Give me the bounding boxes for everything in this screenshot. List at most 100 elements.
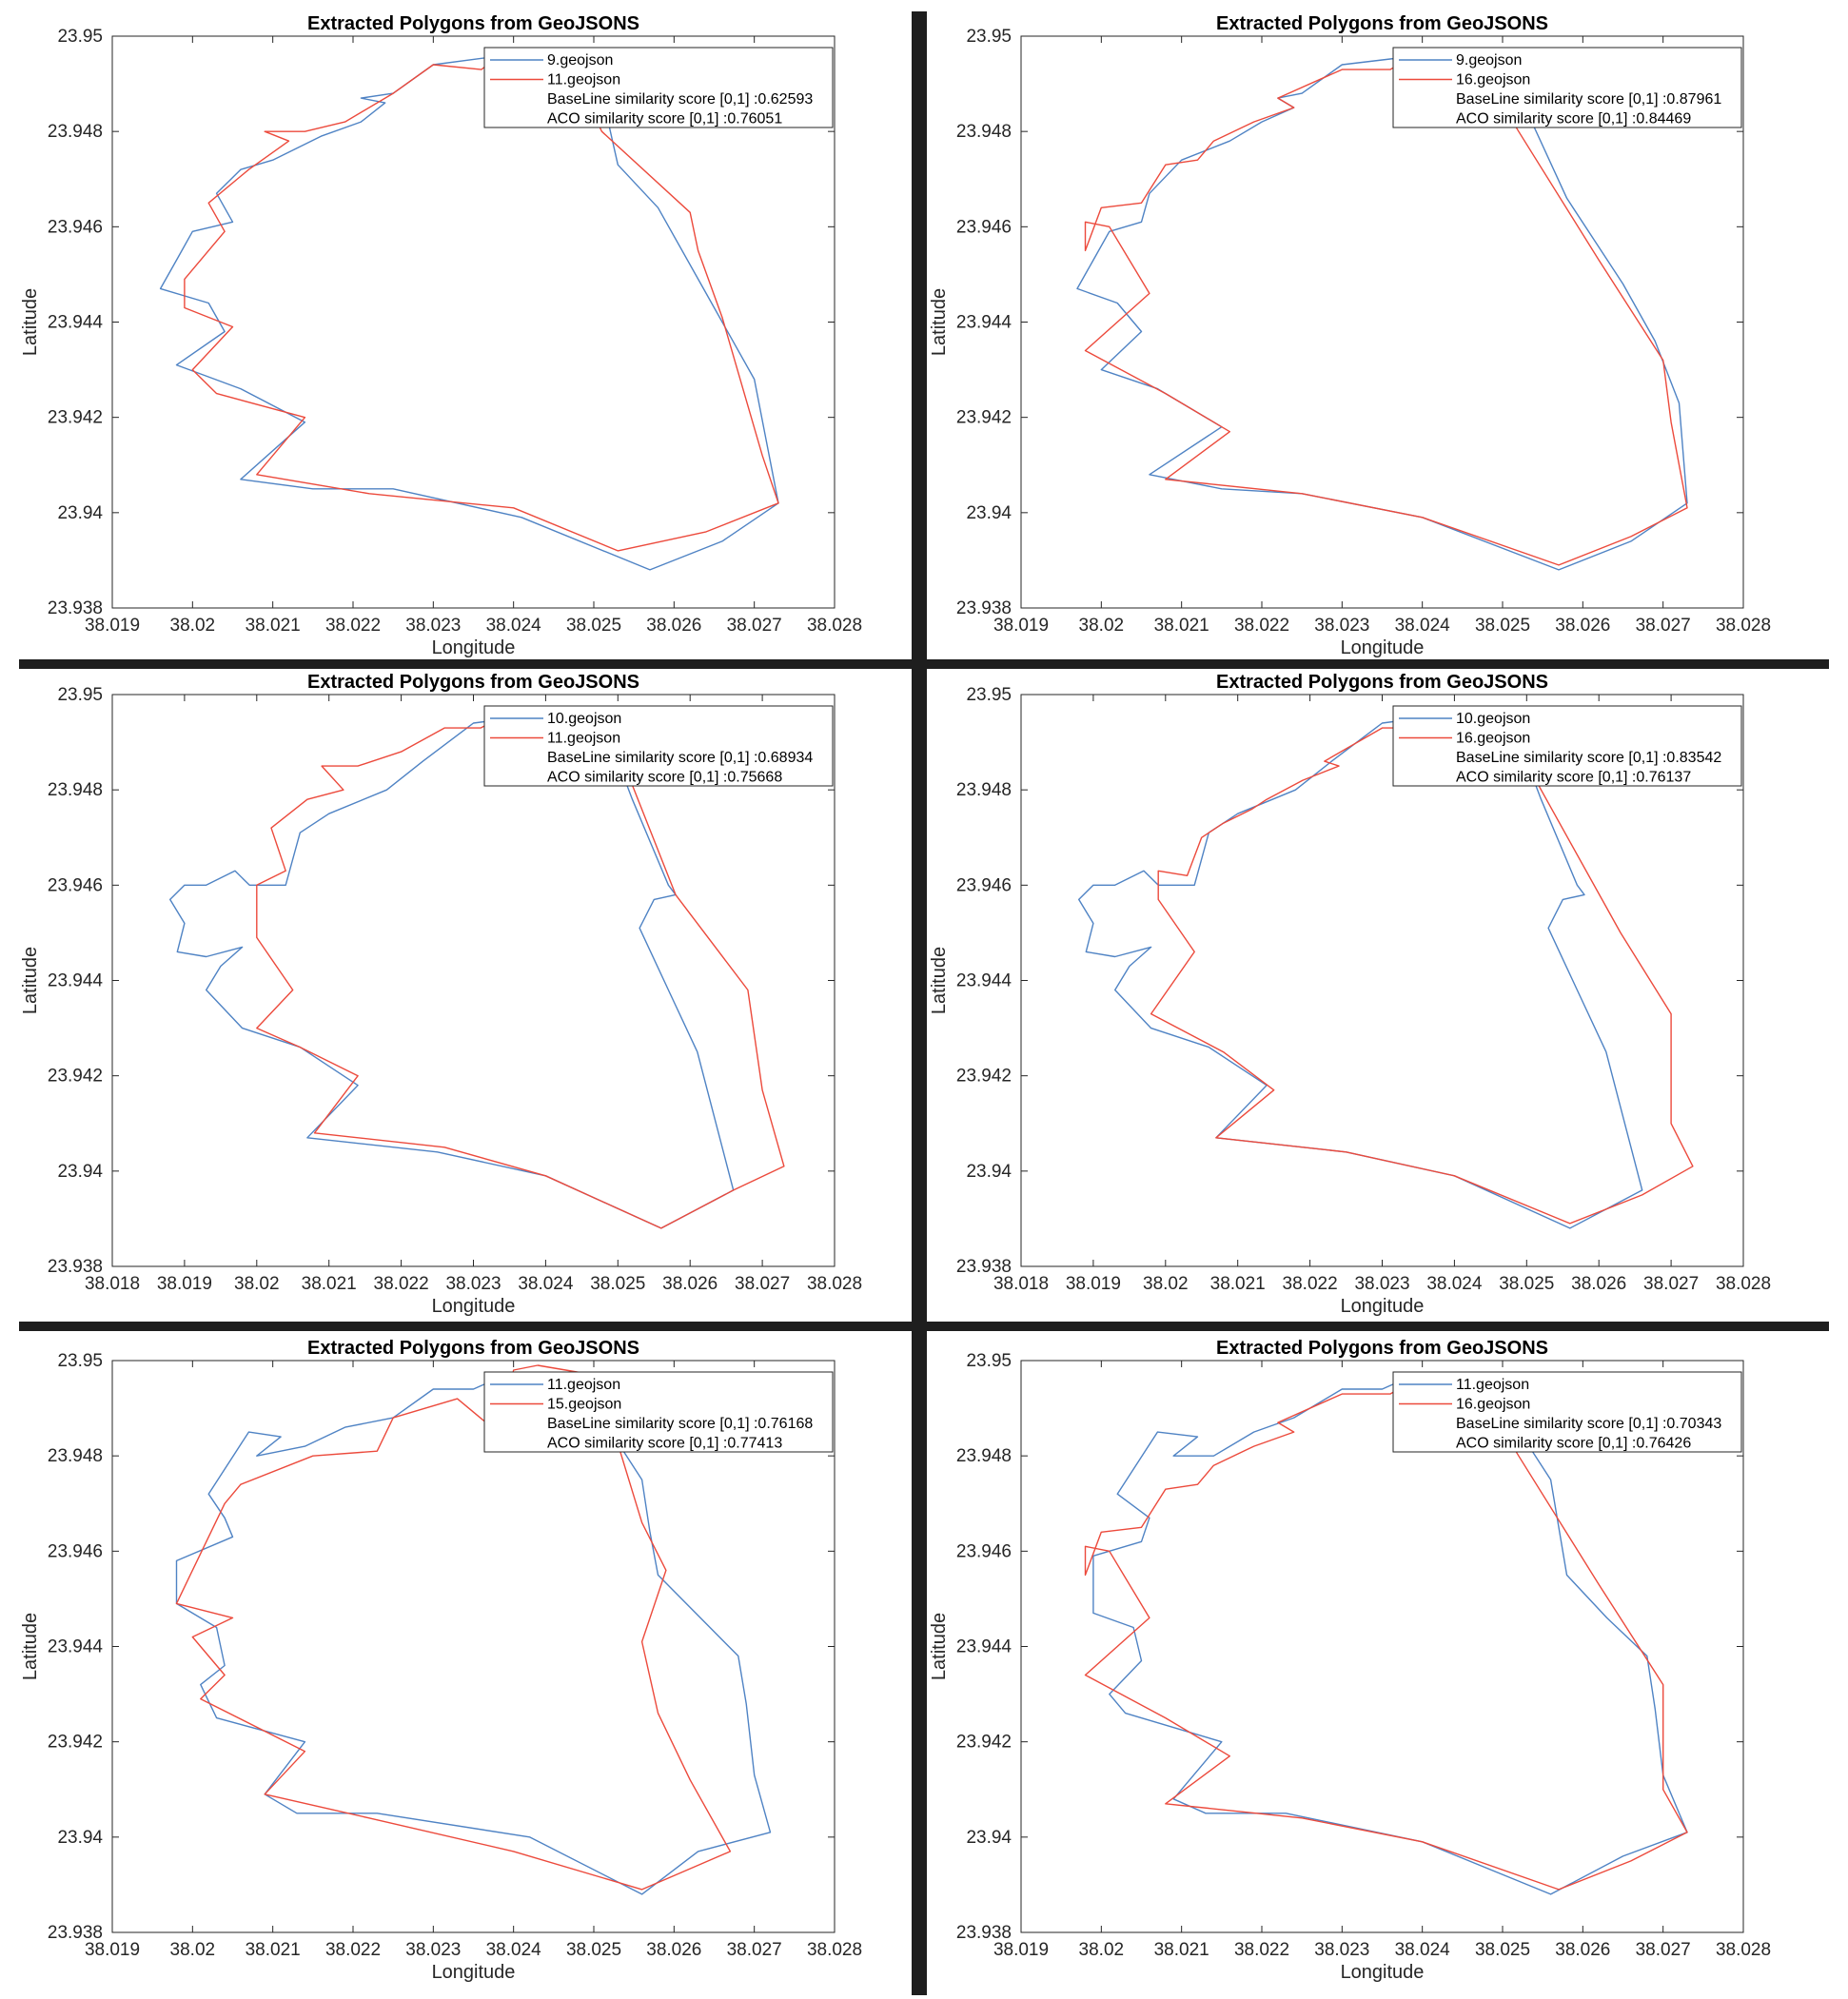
x-tick-label: 38.022	[374, 1274, 429, 1294]
x-tick-label: 38.027	[727, 1940, 782, 1960]
y-tick-label: 23.946	[956, 217, 1012, 237]
y-tick-label: 23.944	[48, 971, 104, 991]
series-line-1	[159, 54, 779, 571]
chart-title: Extracted Polygons from GeoJSONS	[307, 672, 639, 693]
x-tick-label: 38.023	[1314, 616, 1369, 636]
chart-panel-6: Extracted Polygons from GeoJSONS 38.019 38…	[929, 1338, 1771, 1983]
y-tick-label: 23.946	[48, 217, 103, 237]
chart-panel-2: Extracted Polygons from GeoJSONS 38.019 38…	[929, 13, 1771, 658]
series-line-1	[1092, 1374, 1688, 1895]
x-tick-label: 38.028	[807, 1940, 862, 1960]
y-tick-label: 23.948	[956, 780, 1012, 800]
y-tick-label: 23.948	[956, 122, 1012, 142]
legend-score: ACO similarity score [0,1] :0.76426	[1456, 1436, 1691, 1452]
x-tick-label: 38.025	[590, 1274, 645, 1294]
x-tick-label: 38.024	[1395, 616, 1451, 636]
legend: 10.geojson 11.geojson BaseLine similarity …	[483, 705, 834, 787]
x-tick-label: 38.024	[1426, 1274, 1483, 1294]
y-tick-label: 23.938	[48, 1257, 103, 1277]
y-tick-label: 23.944	[48, 313, 104, 333]
x-tick-label: 38.023	[405, 616, 461, 636]
y-tick-label: 23.942	[956, 408, 1012, 428]
chart-panel-4: Extracted Polygons from GeoJSONS 38.018 38…	[929, 672, 1771, 1317]
x-tick-label: 38.026	[1555, 616, 1610, 636]
x-tick-label: 38.026	[1571, 1274, 1626, 1294]
series-line-1	[1076, 54, 1688, 571]
x-tick-label: 38.02	[170, 616, 216, 636]
y-tick-label: 23.942	[48, 1067, 103, 1087]
chart-title: Extracted Polygons from GeoJSONS	[307, 1338, 639, 1359]
legend-entry: 11.geojson	[1456, 1377, 1529, 1393]
legend-entry: 10.geojson	[1456, 711, 1530, 727]
x-tick-label: 38.026	[646, 616, 701, 636]
legend-entry: 16.geojson	[1456, 72, 1530, 88]
y-axis-label: Latitude	[929, 1613, 950, 1680]
legend-score: BaseLine similarity score [0,1] :0.76168	[547, 1416, 813, 1432]
legend-entry: 16.geojson	[1456, 731, 1530, 747]
y-tick-label: 23.94	[966, 503, 1012, 523]
x-tick-label: 38.026	[662, 1274, 718, 1294]
chart-title: Extracted Polygons from GeoJSONS	[307, 13, 639, 34]
x-tick-label: 38.021	[246, 616, 301, 636]
y-tick-label: 23.95	[57, 685, 103, 705]
x-tick-label: 38.027	[735, 1274, 790, 1294]
legend-score: ACO similarity score [0,1] :0.77413	[547, 1436, 782, 1452]
y-tick-label: 23.942	[48, 1733, 103, 1753]
y-tick-label: 23.95	[966, 685, 1012, 705]
legend-box	[483, 705, 834, 787]
legend-box	[483, 47, 834, 128]
y-axis-label: Latitude	[20, 288, 41, 356]
x-tick-label: 38.023	[445, 1274, 501, 1294]
series-line-1	[1077, 713, 1643, 1229]
separator-horizontal-top	[19, 659, 1829, 669]
x-tick-label: 38.019	[157, 1274, 212, 1294]
legend-entry: 9.geojson	[547, 52, 613, 69]
x-tick-label: 38.02	[1143, 1274, 1189, 1294]
y-tick-label: 23.942	[48, 408, 103, 428]
x-tick-label: 38.027	[1636, 1940, 1691, 1960]
legend-box	[1392, 1371, 1742, 1453]
y-tick-label: 23.948	[48, 122, 103, 142]
y-tick-label: 23.94	[57, 1162, 103, 1182]
y-tick-label: 23.95	[57, 27, 103, 47]
x-tick-label: 38.022	[1283, 1274, 1338, 1294]
x-axis-label: Longitude	[1341, 637, 1425, 658]
x-tick-label: 38.023	[405, 1940, 461, 1960]
legend: 9.geojson 16.geojson BaseLine similarity s…	[1392, 47, 1742, 128]
plot-area	[1020, 35, 1744, 609]
x-tick-label: 38.018	[993, 1274, 1049, 1294]
y-tick-label: 23.944	[956, 971, 1012, 991]
y-tick-label: 23.95	[57, 1351, 103, 1371]
y-tick-label: 23.94	[57, 503, 103, 523]
series-line-2	[184, 49, 779, 552]
legend-score: ACO similarity score [0,1] :0.76137	[1456, 770, 1691, 786]
y-tick-label: 23.942	[956, 1733, 1012, 1753]
y-tick-label: 23.946	[956, 875, 1012, 895]
series-line-1	[168, 713, 735, 1229]
y-axis-label: Latitude	[929, 947, 950, 1014]
series-line-1	[175, 1374, 772, 1895]
x-axis-label: Longitude	[432, 1296, 516, 1317]
separator-horizontal-bottom	[19, 1322, 1829, 1331]
x-tick-label: 38.019	[993, 1940, 1049, 1960]
y-tick-label: 23.944	[956, 1637, 1012, 1657]
x-tick-label: 38.019	[85, 616, 140, 636]
y-tick-label: 23.948	[956, 1446, 1012, 1466]
legend-score: BaseLine similarity score [0,1] :0.83542	[1456, 750, 1721, 766]
legend-entry: 9.geojson	[1456, 52, 1522, 69]
x-tick-label: 38.021	[1154, 1940, 1209, 1960]
x-tick-label: 38.019	[85, 1940, 140, 1960]
series-line-2	[1084, 1374, 1688, 1891]
x-tick-label: 38.024	[1395, 1940, 1451, 1960]
series-line-2	[175, 1364, 732, 1891]
x-tick-label: 38.025	[566, 1940, 621, 1960]
x-tick-label: 38.028	[807, 616, 862, 636]
chart-panel-5: Extracted Polygons from GeoJSONS 38.019 38…	[20, 1338, 862, 1983]
x-tick-label: 38.028	[807, 1274, 862, 1294]
x-tick-label: 38.022	[1234, 616, 1289, 636]
x-tick-label: 38.024	[486, 616, 542, 636]
x-tick-label: 38.021	[246, 1940, 301, 1960]
x-tick-label: 38.028	[1716, 1274, 1771, 1294]
x-tick-label: 38.019	[1066, 1274, 1121, 1294]
x-tick-label: 38.02	[1079, 616, 1125, 636]
